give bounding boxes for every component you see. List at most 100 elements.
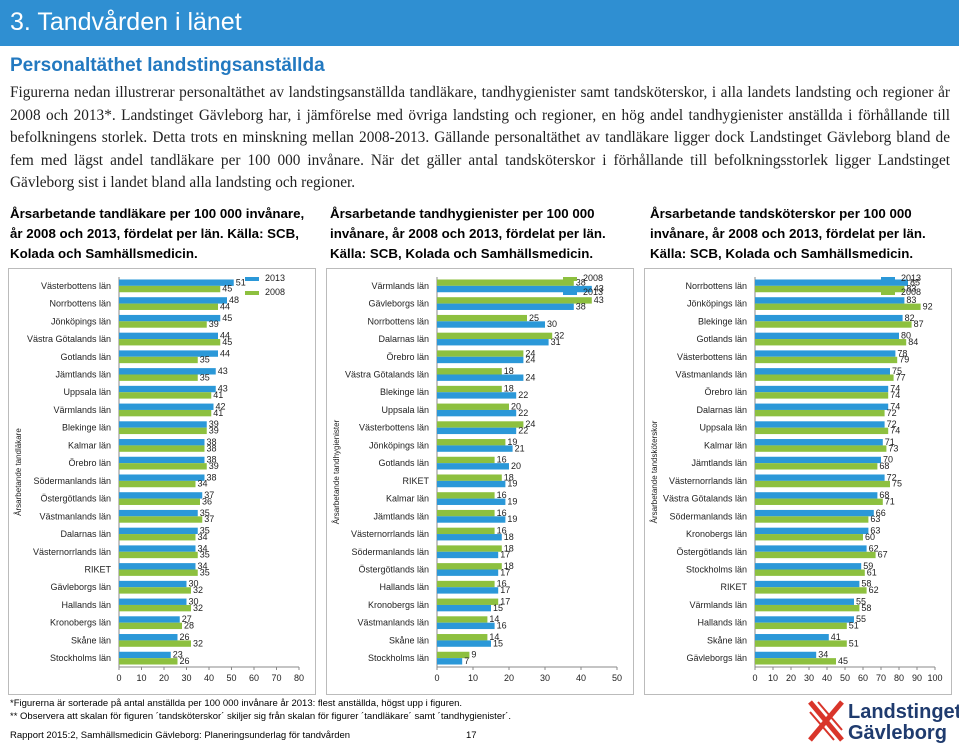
value-label: 22: [518, 390, 528, 400]
value-label: 79: [899, 355, 909, 365]
value-label: 16: [497, 579, 507, 589]
bar: [119, 332, 218, 340]
value-label: 41: [213, 390, 223, 400]
bar: [437, 474, 502, 481]
bar: [119, 551, 198, 559]
chart: Årsarbetande tandhygienister 0 10 20 30 40 50 V…: [332, 273, 622, 683]
x-tick-label: 30: [181, 673, 191, 683]
value-label: 31: [551, 337, 561, 347]
value-label: 58: [861, 579, 871, 589]
value-label: 43: [218, 384, 228, 394]
category-label: Gävleborgs län: [50, 582, 111, 592]
logo-text: Gävleborg: [848, 722, 947, 744]
value-label: 24: [525, 355, 535, 365]
bar: [755, 385, 889, 393]
bar: [119, 604, 191, 612]
bar: [119, 427, 207, 435]
value-label: 26: [180, 632, 190, 642]
value-label: 35: [200, 567, 210, 577]
value-label: 74: [890, 384, 900, 394]
category-label: Hallands län: [61, 600, 111, 610]
value-label: 19: [507, 479, 517, 489]
value-label: 63: [870, 514, 880, 524]
x-tick-label: 50: [226, 673, 236, 683]
bar: [119, 456, 205, 464]
bar: [437, 403, 509, 410]
category-label: Stockholms län: [686, 565, 747, 575]
value-label: 44: [220, 331, 230, 341]
bar: [437, 527, 495, 535]
value-label: 21: [515, 443, 525, 453]
value-label: 20: [511, 461, 521, 471]
category-label: Södermanlands län: [33, 476, 111, 486]
category-label: RIKET: [84, 565, 111, 575]
value-label: 83: [906, 295, 916, 305]
x-tick-label: 60: [249, 673, 259, 683]
value-label: 92: [923, 301, 933, 311]
value-label: 22: [518, 426, 528, 436]
x-tick-label: 60: [858, 673, 868, 683]
value-label: 48: [229, 295, 239, 305]
value-label: 16: [497, 490, 507, 500]
value-label: 30: [547, 319, 557, 329]
value-label: 24: [525, 419, 535, 429]
bar: [755, 321, 912, 328]
legend-swatch: [245, 277, 259, 281]
bar: [437, 569, 499, 576]
bar: [755, 285, 905, 293]
value-label: 38: [207, 472, 217, 482]
chart: Årsarbetande tandläkare 0 10 20 30 40 50 60 70 80…: [14, 273, 304, 683]
value-label: 84: [908, 337, 918, 347]
value-label: 68: [879, 490, 889, 500]
category-label: Östergötlands län: [40, 494, 111, 504]
value-label: 51: [849, 638, 859, 648]
category-label: RIKET: [720, 582, 747, 592]
bar: [755, 509, 874, 517]
category-label: Västernorrlands län: [351, 529, 429, 539]
bar: [437, 409, 517, 417]
value-label: 71: [885, 437, 895, 447]
value-label: 17: [500, 567, 510, 577]
value-label: 42: [216, 401, 226, 411]
value-label: 62: [869, 585, 879, 595]
bar: [437, 439, 506, 446]
bar: [437, 385, 502, 393]
caption: Årsarbetande tandläkare per 100 000 invå…: [10, 206, 305, 261]
category-label: Värmlands län: [53, 405, 111, 415]
bar: [755, 445, 887, 452]
value-label: 28: [184, 621, 194, 631]
value-label: 55: [856, 596, 866, 606]
value-label: 38: [576, 301, 586, 311]
category-label: Västmanlands län: [357, 618, 429, 628]
value-label: 72: [887, 419, 897, 429]
value-label: 73: [888, 443, 898, 453]
value-label: 15: [493, 638, 503, 648]
bar: [437, 622, 495, 630]
value-label: 19: [507, 437, 517, 447]
category-label: Västmanlands län: [39, 511, 111, 521]
bar: [119, 545, 196, 552]
x-tick-label: 70: [876, 673, 886, 683]
bar: [755, 474, 885, 481]
bar: [437, 285, 592, 293]
value-label: 45: [222, 284, 232, 294]
category-label: Hallands län: [379, 582, 429, 592]
caption: Årsarbetande tandsköterskor per 100 000 …: [650, 206, 926, 261]
category-label: Jönköpings län: [369, 440, 429, 450]
bar: [755, 634, 829, 641]
x-tick-label: 90: [912, 673, 922, 683]
legend-label: 2008: [583, 273, 603, 283]
bar: [119, 534, 196, 541]
category-label: Västra Götalands län: [663, 494, 747, 504]
value-label: 18: [504, 561, 514, 571]
value-label: 77: [896, 372, 906, 382]
value-label: 74: [890, 401, 900, 411]
value-label: 15: [493, 603, 503, 613]
value-label: 38: [207, 455, 217, 465]
x-tick-label: 50: [840, 673, 850, 683]
bar: [119, 498, 200, 505]
value-label: 16: [497, 621, 507, 631]
bar: [755, 350, 896, 357]
category-label: Stockholms län: [368, 653, 429, 663]
category-label: Gävleborgs län: [686, 653, 747, 663]
